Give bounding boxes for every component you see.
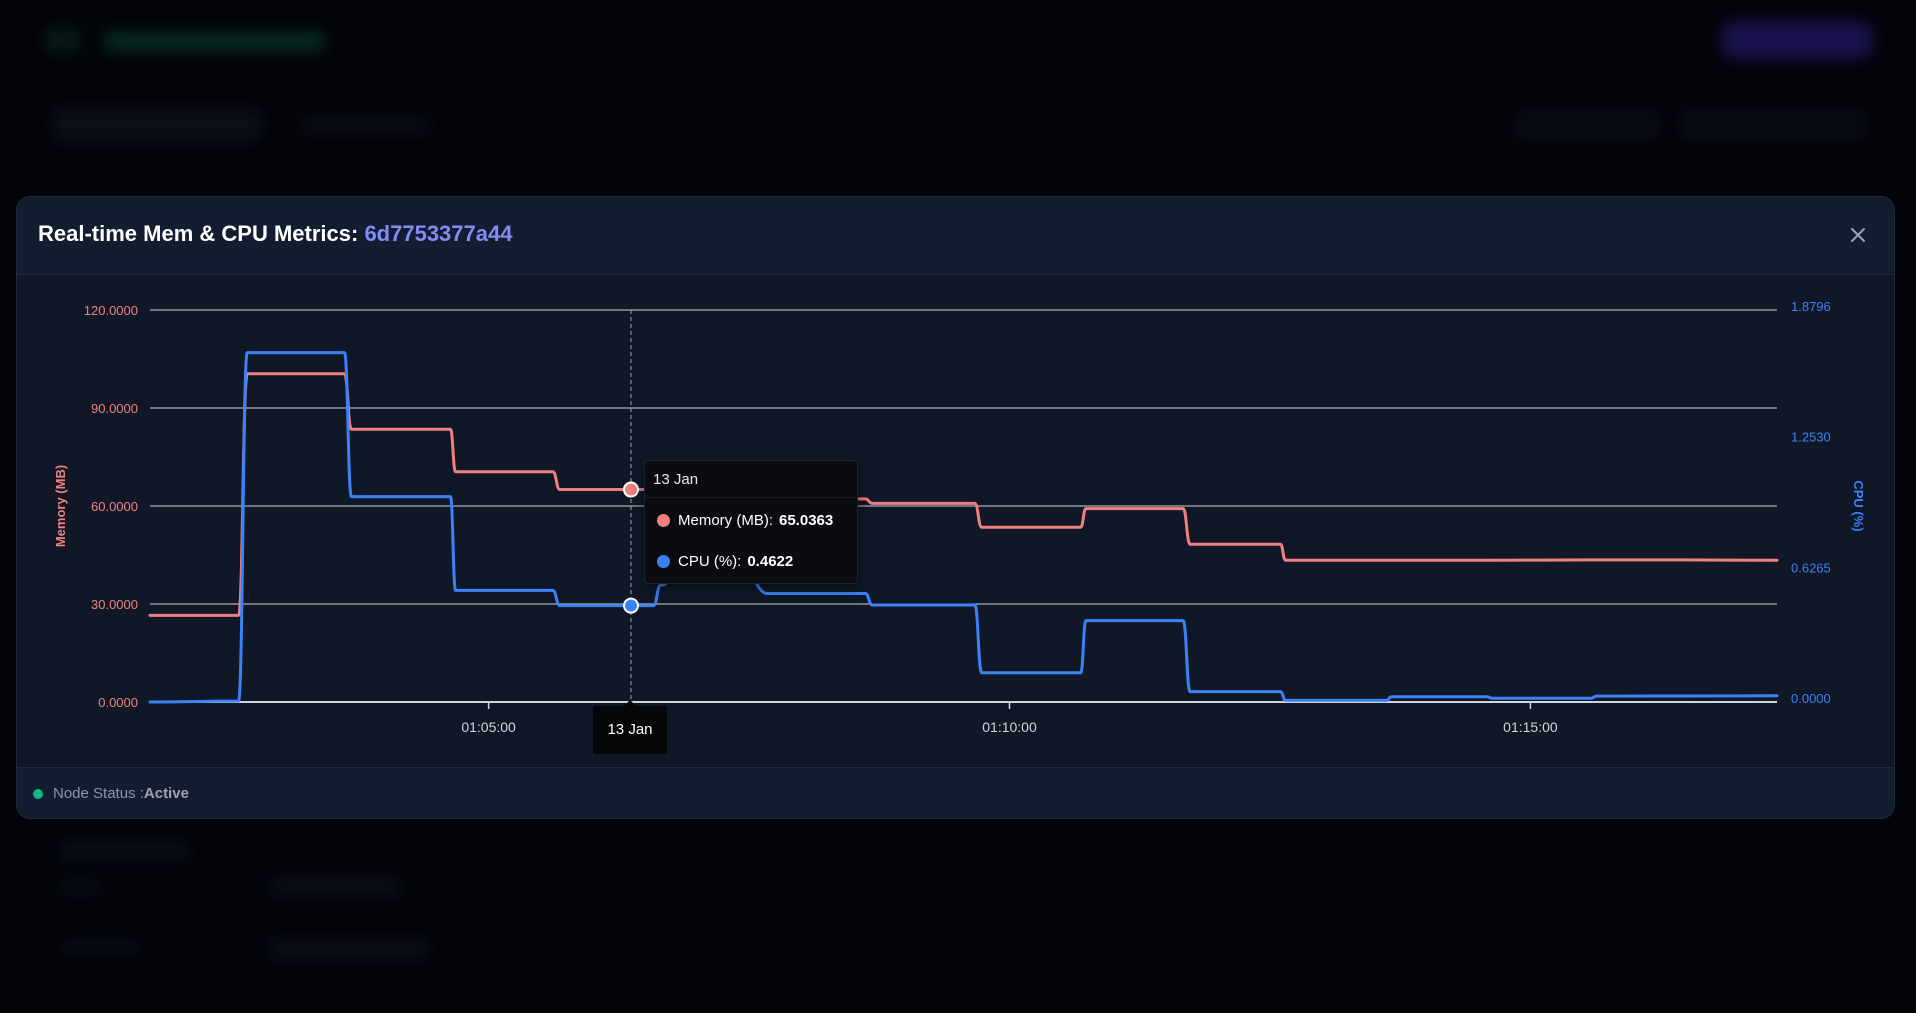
metrics-chart[interactable]: 0.0000 30.0000 60.0000 90.0000 120.0000 0.000…: [17, 275, 1894, 769]
chart-svg[interactable]: 0.0000 30.0000 60.0000 90.0000 120.0000 0.000…: [17, 275, 1894, 769]
background-logo: [44, 28, 80, 52]
y-left-tick-label: 120.0000: [84, 303, 138, 318]
background-row-value: [270, 938, 430, 960]
background-control: [1680, 110, 1865, 140]
tooltip-cpu-label: CPU (%):: [678, 553, 742, 570]
background-primary-button: [1722, 22, 1872, 58]
background-section-title: [60, 840, 190, 860]
tooltip-cpu-value: 0.4622: [747, 553, 794, 570]
tooltip-row-cpu: CPU (%): 0.4622: [657, 553, 793, 570]
background-tab: [300, 115, 430, 135]
modal-title: Real-time Mem & CPU Metrics: 6d7753377a4…: [38, 221, 512, 247]
node-status: Node Status :Active: [53, 785, 189, 802]
crosshair-x-label: 13 Jan: [593, 700, 667, 754]
background-brand: [104, 32, 324, 50]
modal-header: Real-time Mem & CPU Metrics: 6d7753377a4…: [17, 197, 1894, 275]
y-right-tick-label: 1.2530: [1791, 430, 1831, 445]
x-tick-label: 01:15:00: [1503, 719, 1558, 735]
y-right-tick-label: 1.8796: [1791, 299, 1831, 314]
memory-series-line: [148, 372, 1779, 617]
cpu-hover-marker: [622, 597, 639, 614]
x-tick-label: 01:05:00: [461, 719, 516, 735]
close-icon: [1851, 228, 1865, 242]
modal-footer: Node Status :Active: [17, 767, 1894, 818]
x-tick-label: 01:10:00: [982, 719, 1037, 735]
node-status-value: Active: [143, 785, 189, 802]
y-left-tick-label: 90.0000: [91, 401, 138, 416]
node-id: 6d7753377a44: [364, 221, 513, 246]
background-tab: [52, 108, 262, 142]
tooltip-row-memory: Memory (MB): 65.0363: [657, 512, 833, 529]
chart-tooltip: 13 Jan Memory (MB): 65.0363 CPU (%): 0.462…: [644, 460, 858, 584]
tooltip-memory-value: 65.0363: [779, 512, 834, 529]
y-right-tick-label: 0.6265: [1791, 560, 1831, 575]
background-row-value: [270, 876, 400, 898]
metrics-modal: Real-time Mem & CPU Metrics: 6d7753377a4…: [16, 196, 1895, 819]
status-dot-icon: [33, 789, 43, 799]
y-left-axis-title: Memory (MB): [53, 465, 68, 547]
y-right-tick-label: 0.0000: [1791, 691, 1831, 706]
memory-dot-icon: [657, 514, 670, 527]
cpu-dot-icon: [657, 555, 670, 568]
y-left-tick-label: 60.0000: [91, 499, 138, 514]
background-row-label: [60, 880, 100, 894]
cpu-series-line: [148, 351, 1779, 704]
background-row-label: [60, 940, 140, 954]
tooltip-divider: [645, 497, 857, 498]
tooltip-title: 13 Jan: [653, 471, 699, 488]
y-left-tick-label: 0.0000: [98, 695, 138, 710]
tooltip-memory-label: Memory (MB):: [678, 512, 773, 529]
background-control: [1515, 110, 1660, 140]
memory-hover-marker: [622, 481, 639, 498]
modal-title-prefix: Real-time Mem & CPU Metrics:: [38, 221, 359, 246]
close-button[interactable]: [1846, 223, 1870, 247]
y-right-axis-title: CPU (%): [1851, 480, 1866, 531]
y-left-tick-label: 30.0000: [91, 597, 138, 612]
node-status-label: Node Status :: [53, 785, 144, 802]
